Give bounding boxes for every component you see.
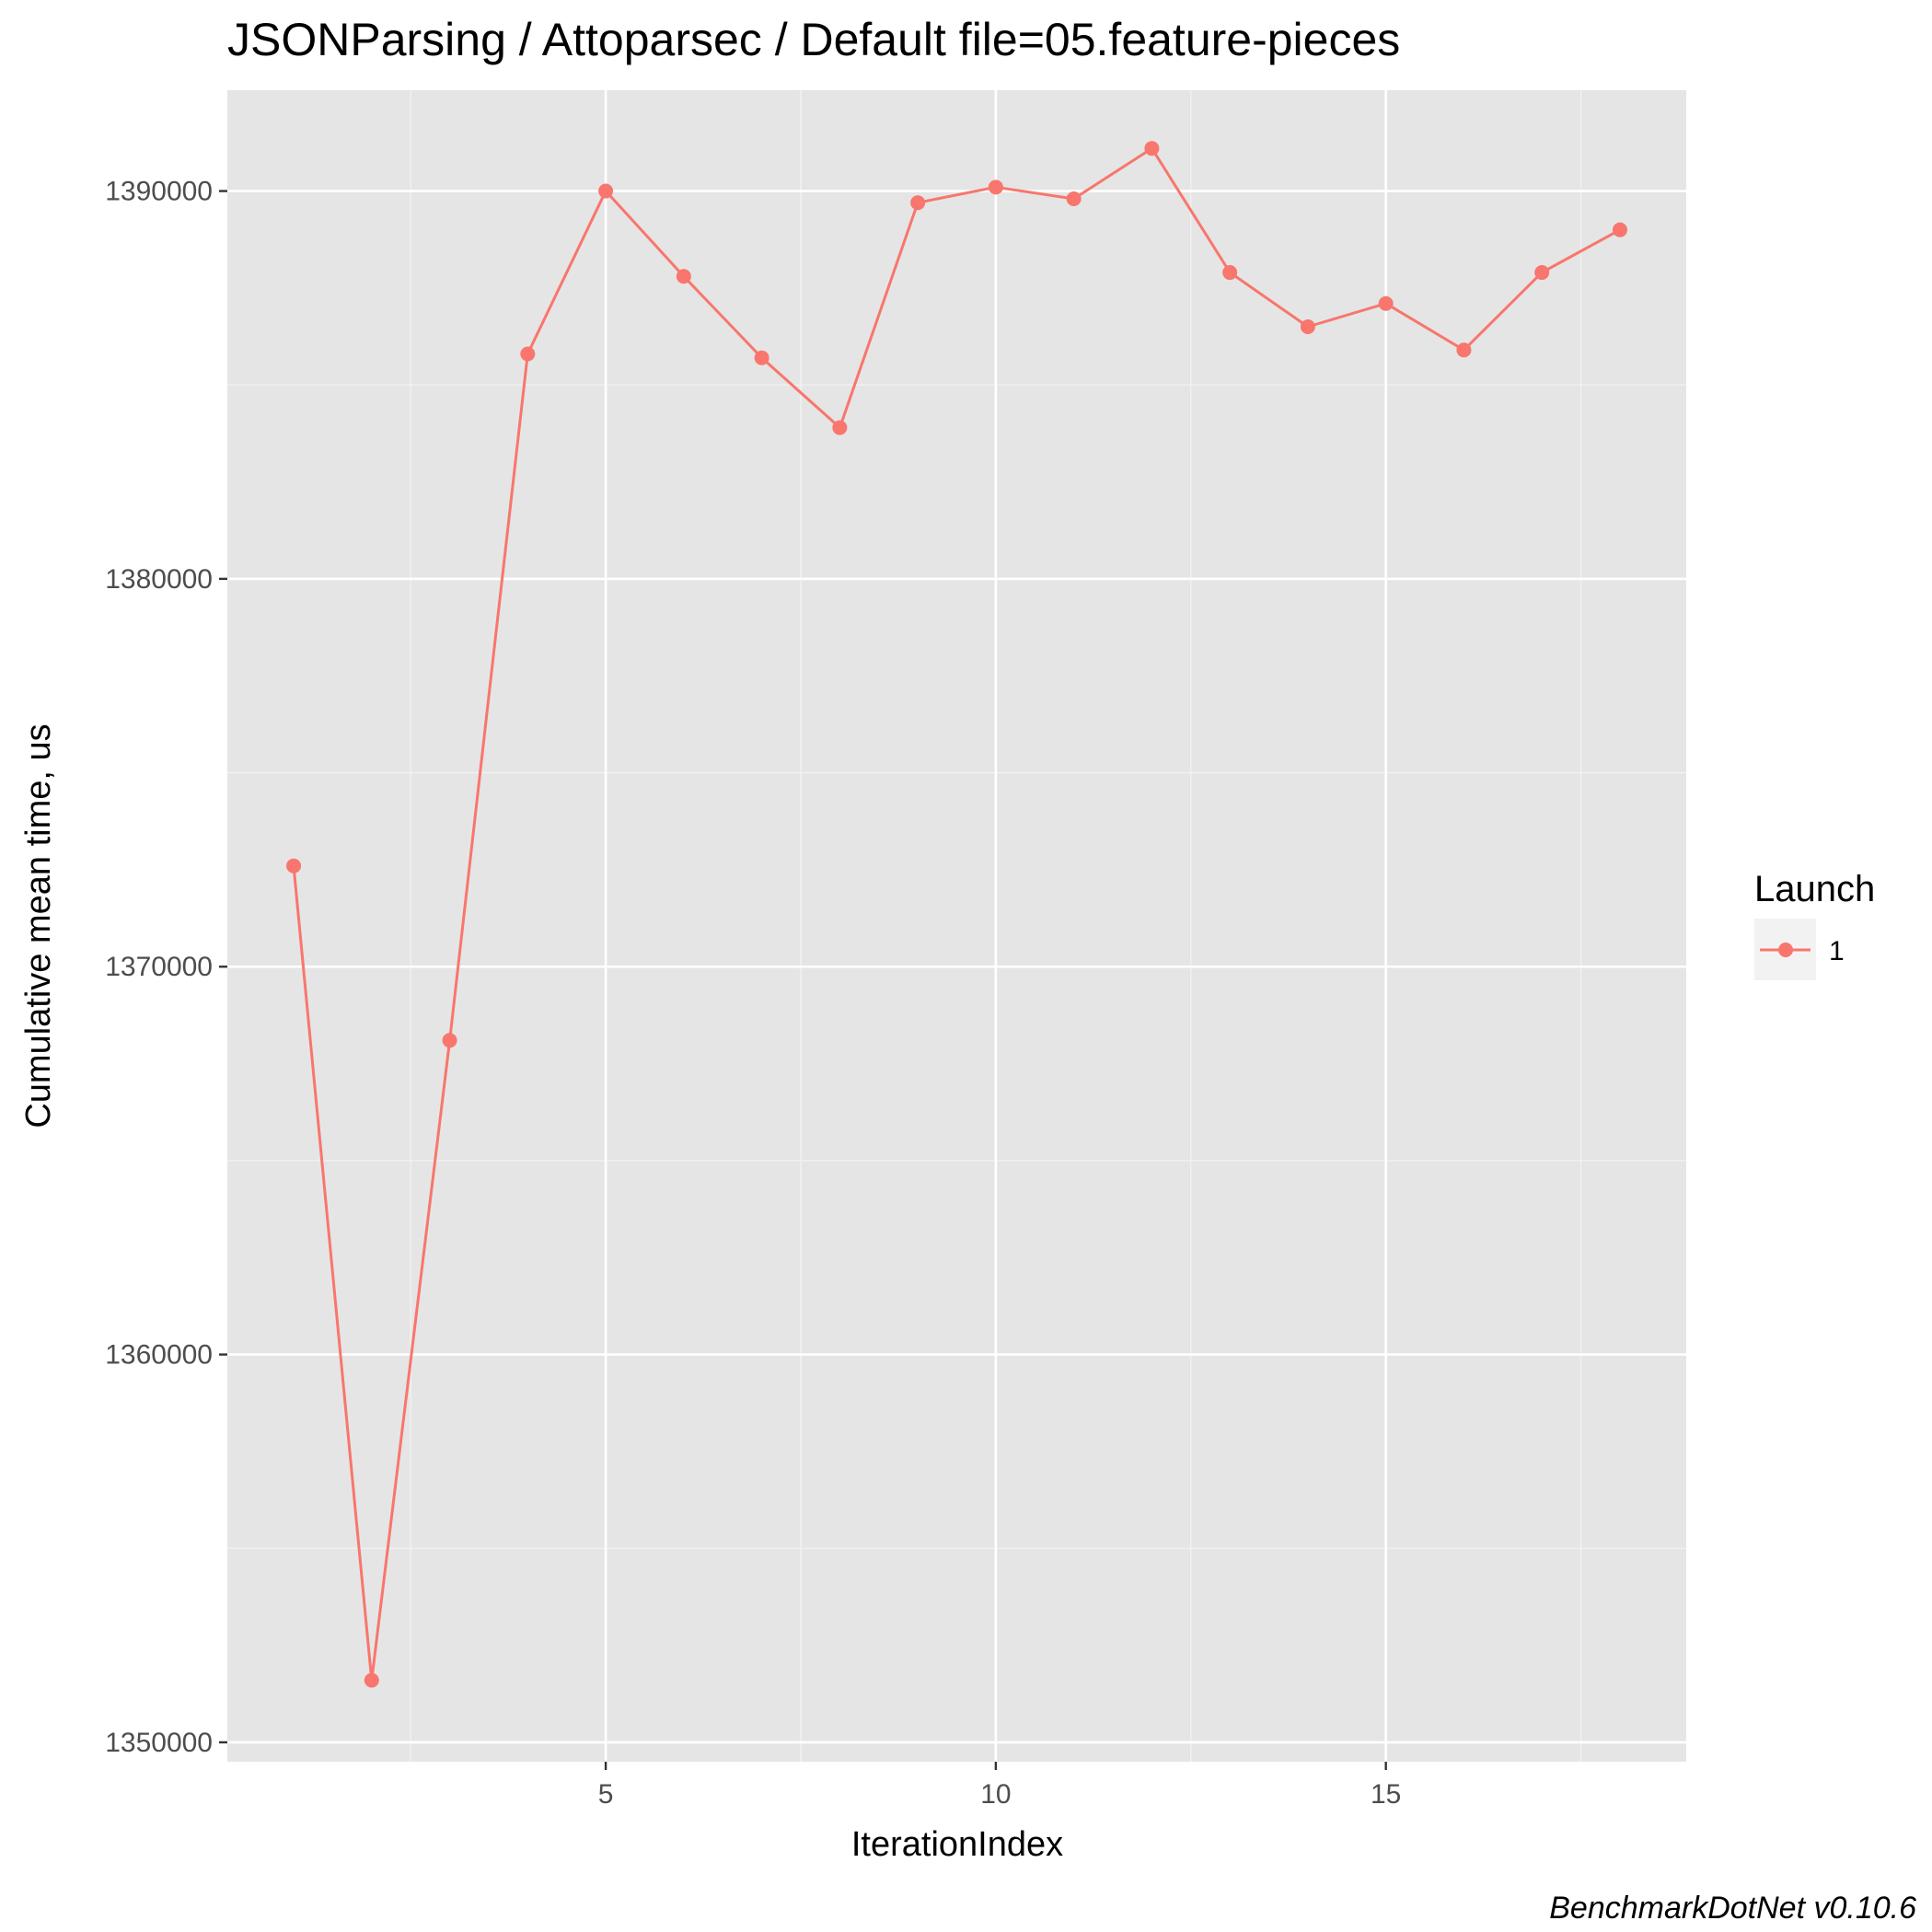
series-line	[292, 146, 1621, 1682]
data-point	[1612, 222, 1627, 237]
x-axis-title: IterationIndex	[851, 1825, 1063, 1864]
legend-label-series-1: 1	[1829, 936, 1845, 966]
minor-gridlines	[227, 90, 1686, 1762]
y-tick-label: 1370000	[105, 952, 213, 982]
data-point	[1456, 342, 1472, 358]
x-tick-label: 10	[980, 1779, 1011, 1810]
data-point	[286, 858, 302, 873]
x-tick-label: 5	[598, 1779, 614, 1810]
x-tick-label: 15	[1371, 1779, 1401, 1810]
data-point	[832, 420, 848, 435]
legend-key-point	[1778, 943, 1793, 957]
data-point	[598, 183, 614, 199]
data-point	[1222, 265, 1238, 281]
legend: Launch 1	[1754, 869, 1875, 980]
data-point	[1144, 141, 1160, 156]
data-point	[1066, 191, 1082, 206]
axis-ticks	[219, 190, 1387, 1770]
y-tick-label: 1380000	[105, 564, 213, 595]
major-gridlines	[227, 90, 1686, 1762]
data-point	[520, 346, 536, 362]
y-axis-title: Cumulative mean time, us	[19, 723, 58, 1128]
y-tick-label: 1360000	[105, 1340, 213, 1371]
data-point	[364, 1672, 379, 1688]
data-point	[910, 195, 926, 211]
plot-panel	[227, 90, 1686, 1762]
y-tick-label: 1390000	[105, 177, 213, 207]
data-point	[988, 179, 1003, 195]
x-tick-labels: 5 10 15	[598, 1779, 1402, 1810]
data-point	[1300, 319, 1315, 335]
data-point	[676, 269, 691, 284]
y-tick-labels: 1350000 1360000 1370000 1380000 1390000	[105, 177, 213, 1758]
data-point	[1378, 295, 1394, 311]
data-point	[754, 350, 769, 365]
legend-title: Launch	[1754, 869, 1875, 909]
chart-title: JSONParsing / Attoparsec / Default file=…	[227, 14, 1400, 65]
caption: BenchmarkDotNet v0.10.6	[1549, 1891, 1916, 1926]
data-point	[1534, 265, 1550, 281]
data-point	[442, 1033, 457, 1048]
y-tick-label: 1350000	[105, 1728, 213, 1758]
series-layer	[286, 141, 1627, 1688]
